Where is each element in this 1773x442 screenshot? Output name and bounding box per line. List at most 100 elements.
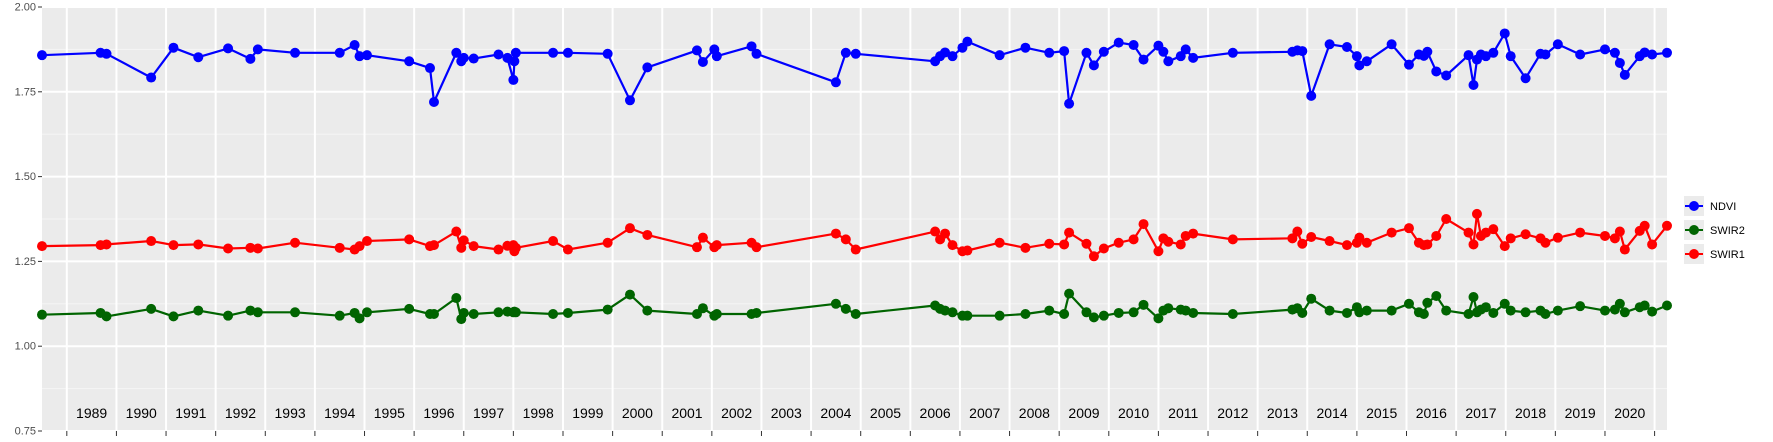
data-point-swir1 — [1297, 238, 1308, 249]
data-point-swir1 — [354, 241, 365, 252]
y-tick-label: 1.50 — [15, 171, 36, 183]
data-point-swir1 — [624, 223, 635, 234]
data-point-swir2 — [1163, 303, 1174, 314]
y-tick-label: 1.75 — [15, 86, 36, 98]
legend-label: SWIR2 — [1710, 225, 1745, 237]
data-point-swir2 — [1619, 307, 1630, 318]
data-point-ndvi — [1158, 46, 1169, 57]
data-point-ndvi — [101, 48, 112, 59]
data-point-ndvi — [1361, 56, 1372, 67]
data-point-ndvi — [1088, 60, 1099, 71]
year-label: 1994 — [324, 405, 355, 421]
data-point-swir1 — [334, 242, 345, 253]
data-point-ndvi — [1619, 69, 1630, 80]
data-point-swir2 — [1614, 298, 1625, 309]
legend-key-point — [1689, 225, 1699, 235]
data-point-ndvi — [1044, 47, 1055, 58]
year-label: 2019 — [1565, 405, 1596, 421]
data-point-ndvi — [1386, 39, 1397, 50]
data-point-swir2 — [493, 307, 504, 318]
data-point-ndvi — [404, 56, 415, 67]
data-point-ndvi — [349, 39, 360, 50]
data-point-swir1 — [994, 237, 1005, 248]
data-point-swir1 — [1163, 236, 1174, 247]
data-point-swir1 — [37, 241, 47, 252]
year-label: 2007 — [969, 405, 1000, 421]
data-point-swir1 — [1354, 232, 1365, 243]
y-tick-label: 0.75 — [15, 426, 36, 438]
data-point-swir1 — [510, 242, 521, 253]
data-point-swir1 — [1128, 234, 1139, 245]
data-point-swir2 — [1044, 305, 1055, 316]
year-label: 2002 — [721, 405, 752, 421]
data-point-swir2 — [334, 310, 345, 321]
data-point-swir2 — [37, 309, 47, 320]
data-point-swir2 — [962, 310, 973, 321]
data-point-swir1 — [830, 228, 841, 239]
data-point-ndvi — [1505, 51, 1516, 62]
data-point-swir2 — [1128, 307, 1139, 318]
data-point-swir2 — [1098, 310, 1109, 321]
legend-label: SWIR1 — [1710, 249, 1745, 261]
year-label: 1995 — [374, 405, 405, 421]
data-point-swir2 — [458, 307, 469, 318]
data-point-ndvi — [458, 52, 469, 63]
year-label: 1990 — [126, 405, 157, 421]
data-point-ndvi — [840, 47, 851, 58]
data-point-ndvi — [252, 44, 263, 55]
data-point-swir2 — [1354, 307, 1365, 318]
data-point-swir1 — [1520, 229, 1531, 240]
data-point-swir2 — [101, 311, 112, 322]
data-point-swir2 — [1081, 307, 1092, 318]
data-point-swir1 — [168, 240, 179, 251]
data-point-ndvi — [1614, 57, 1625, 68]
data-point-swir1 — [1488, 224, 1499, 235]
data-point-swir1 — [458, 235, 469, 246]
data-point-swir2 — [830, 298, 841, 309]
data-point-swir2 — [1138, 299, 1149, 310]
data-point-ndvi — [940, 47, 951, 58]
data-point-swir1 — [1540, 237, 1551, 248]
data-point-swir1 — [1599, 230, 1610, 241]
data-point-swir2 — [624, 289, 635, 300]
data-point-ndvi — [1081, 47, 1092, 58]
data-point-swir2 — [1599, 305, 1610, 316]
data-point-swir1 — [1292, 226, 1303, 237]
data-point-swir1 — [1059, 239, 1070, 250]
data-point-swir1 — [1098, 243, 1109, 254]
data-point-swir2 — [947, 307, 958, 318]
data-point-ndvi — [562, 47, 573, 58]
data-point-swir1 — [362, 236, 372, 247]
data-point-swir1 — [1227, 234, 1238, 245]
data-point-ndvi — [1609, 47, 1620, 58]
year-label: 2017 — [1465, 405, 1496, 421]
data-point-swir1 — [840, 234, 851, 245]
year-label: 2008 — [1019, 405, 1050, 421]
data-point-swir2 — [1188, 307, 1199, 318]
data-point-swir2 — [1639, 300, 1650, 311]
data-point-ndvi — [1488, 47, 1499, 58]
data-point-swir2 — [428, 308, 439, 319]
year-label: 2009 — [1068, 405, 1099, 421]
data-point-swir1 — [290, 237, 301, 248]
data-point-ndvi — [1599, 44, 1610, 55]
data-point-ndvi — [1188, 52, 1199, 63]
data-point-swir2 — [840, 303, 851, 314]
data-point-ndvi — [509, 56, 520, 67]
data-point-swir2 — [468, 308, 479, 319]
data-point-ndvi — [425, 63, 436, 74]
data-point-swir1 — [493, 244, 504, 255]
data-point-ndvi — [830, 77, 841, 88]
data-point-swir1 — [1188, 228, 1199, 239]
data-point-swir2 — [1361, 305, 1372, 316]
data-point-ndvi — [1575, 49, 1586, 60]
data-point-swir2 — [1441, 305, 1452, 316]
data-point-swir2 — [1480, 302, 1491, 313]
data-point-swir2 — [193, 305, 204, 316]
data-point-swir2 — [510, 307, 521, 318]
data-point-swir2 — [252, 307, 263, 318]
data-point-swir1 — [1431, 230, 1442, 241]
data-point-swir2 — [1488, 307, 1499, 318]
data-point-swir2 — [404, 303, 415, 314]
